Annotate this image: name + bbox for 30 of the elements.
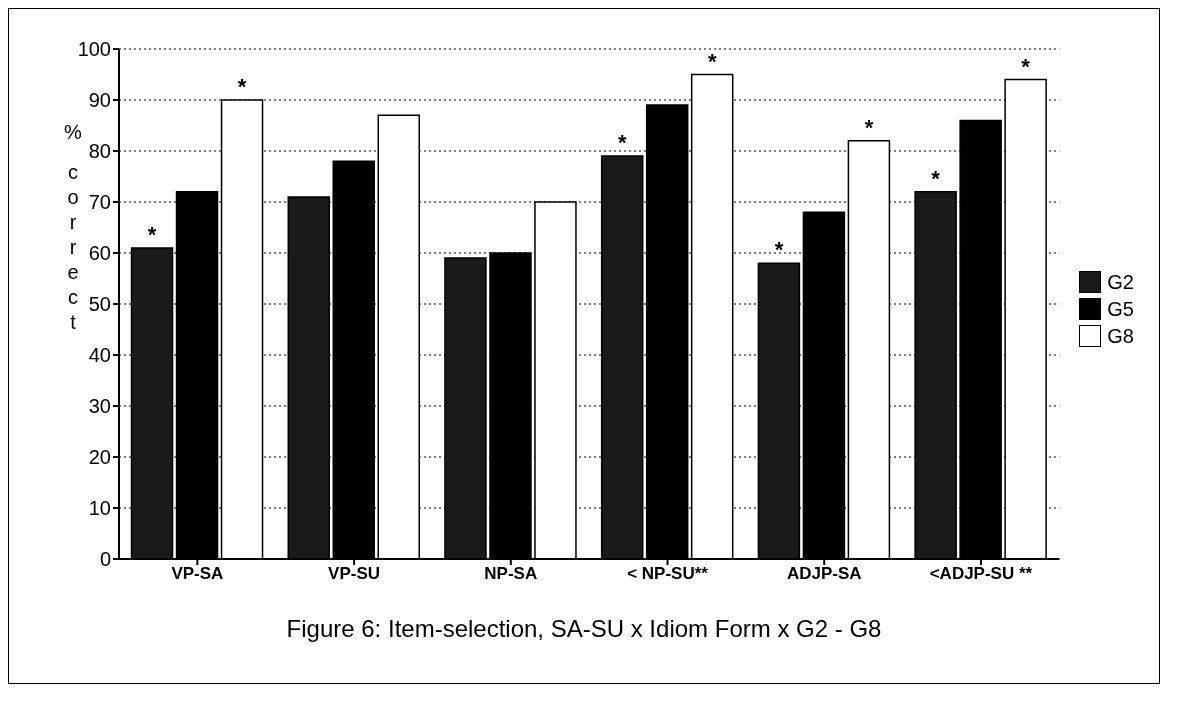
- text: Figure 6: Item-selection, SA-SU x Idiom Form x G2 - G8: [285, 614, 883, 644]
- legend-label: G5: [1107, 297, 1134, 321]
- x-tick-label: VP-SA: [171, 564, 224, 584]
- data-label: *: [931, 165, 941, 191]
- x-tick-label: ADJP-SA: [786, 564, 862, 584]
- y-tick-label: 10: [88, 497, 111, 520]
- data-label: *: [864, 114, 874, 140]
- data-label: *: [774, 237, 784, 263]
- y-tick-label: 80: [88, 140, 111, 163]
- data-label: *: [237, 74, 247, 99]
- legend-label: G8: [1107, 324, 1134, 348]
- y-tick-label: 0: [99, 548, 111, 571]
- y-tick-label: 100: [77, 38, 111, 61]
- x-tick-label: VP-SU: [328, 564, 381, 584]
- y-tick-label: 40: [88, 344, 111, 367]
- legend-label: G2: [1107, 270, 1134, 294]
- y-tick-label: 50: [88, 293, 111, 316]
- data-label: *: [147, 221, 157, 247]
- data-label: *: [707, 48, 717, 74]
- data-label: *: [1021, 53, 1031, 79]
- x-tick-label: < NP-SU**: [627, 564, 709, 584]
- y-tick-label: 70: [88, 191, 111, 214]
- x-tick-label: <ADJP-SU **: [929, 564, 1033, 584]
- y-axis-title: % correct: [64, 121, 83, 333]
- data-label: *: [617, 130, 627, 156]
- x-tick-label: NP-SA: [484, 564, 538, 584]
- y-tick-label: 60: [88, 242, 111, 265]
- y-tick-label: 90: [88, 89, 111, 112]
- y-tick-label: 20: [88, 446, 111, 469]
- y-tick-label: 30: [88, 395, 111, 418]
